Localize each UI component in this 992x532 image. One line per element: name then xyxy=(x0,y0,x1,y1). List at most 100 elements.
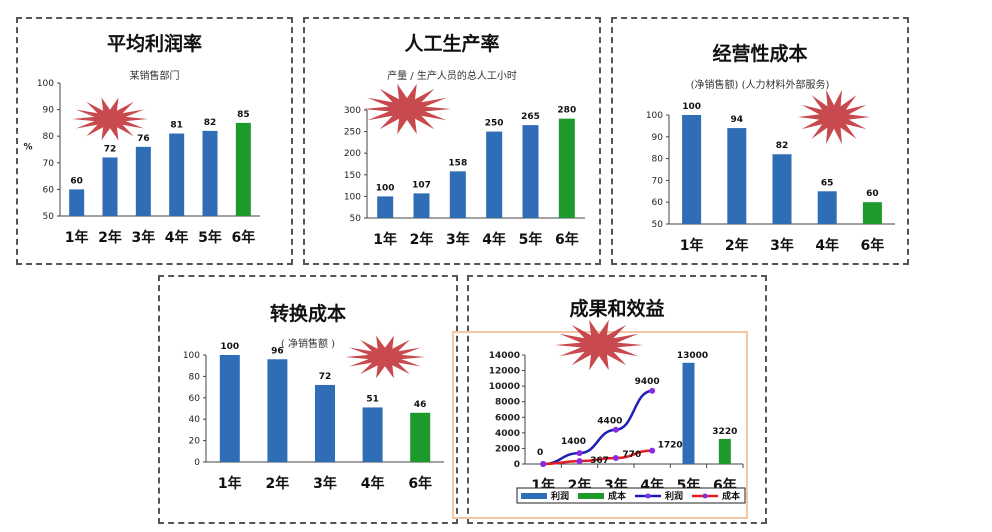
data-label: 60 xyxy=(866,189,879,199)
bar xyxy=(315,384,335,462)
bar xyxy=(202,130,218,216)
data-label: 107 xyxy=(412,180,431,190)
y-tick-label: 2000 xyxy=(495,444,520,454)
legend-swatch xyxy=(578,493,604,499)
x-tick-label: 1年 xyxy=(218,475,242,492)
line-point xyxy=(649,387,656,394)
bar xyxy=(718,438,731,464)
y-tick-label: 0 xyxy=(194,458,200,468)
data-label: 100 xyxy=(376,183,395,193)
x-tick-label: 5年 xyxy=(198,229,222,246)
y-tick-label: 6000 xyxy=(495,413,520,423)
data-label: 60 xyxy=(70,176,83,186)
chart-panel-conversion-cost: 转换成本 ( 净销售额 ) 0 20 40 60 80 100 100 1年 96 2年 72 3年 5… xyxy=(158,275,458,524)
bar xyxy=(135,146,151,216)
y-tick-label: 60 xyxy=(189,394,201,404)
x-tick-label: 4年 xyxy=(482,231,506,248)
bar xyxy=(102,157,118,216)
chart-subtitle: 产量 / 生产人员的总人工小时 xyxy=(387,71,517,82)
chart-title: 转换成本 xyxy=(269,303,346,325)
bar xyxy=(267,359,288,462)
data-label: 72 xyxy=(319,372,332,382)
legend-box xyxy=(516,487,746,504)
data-label: 770 xyxy=(622,450,641,460)
y-tick-label: 20 xyxy=(189,437,201,447)
y-tick-label: 0 xyxy=(514,460,520,470)
y-tick-label: 4000 xyxy=(495,429,520,439)
bar xyxy=(727,128,747,224)
y-tick-label: 60 xyxy=(652,198,664,208)
y-tick-label: 60 xyxy=(43,185,55,195)
bar xyxy=(377,196,394,218)
chart-panel-profit-margin: 平均利润率 某销售部门 50 60 70 80 90 100% 60 1年 72 2年 76 3年 81… xyxy=(16,17,293,265)
legend-marker xyxy=(645,493,651,499)
y-tick-label: 100 xyxy=(37,79,54,89)
x-tick-label: 1年 xyxy=(65,229,89,246)
bar xyxy=(817,191,837,224)
line-point xyxy=(612,426,619,433)
x-tick-label: 6年 xyxy=(231,229,255,246)
burst-star-decoration xyxy=(345,335,425,379)
bar xyxy=(362,407,383,462)
y-tick-label: 250 xyxy=(344,128,361,138)
y-tick-label: 100 xyxy=(646,111,663,121)
data-label: 46 xyxy=(414,400,427,410)
x-tick-label: 3年 xyxy=(446,231,470,248)
bar xyxy=(558,118,575,218)
data-label: 13000 xyxy=(677,351,708,361)
data-label: 0 xyxy=(537,448,543,458)
data-label: 265 xyxy=(521,112,540,122)
x-tick-label: 6年 xyxy=(861,237,885,254)
x-tick-label: 4年 xyxy=(815,237,839,254)
y-tick-label: 100 xyxy=(344,192,361,202)
legend-label: 利润 xyxy=(664,490,683,502)
y-tick-label: 14000 xyxy=(489,351,520,361)
bar xyxy=(449,171,466,218)
y-tick-label: 300 xyxy=(344,106,361,116)
bar xyxy=(69,189,85,216)
x-tick-label: 6年 xyxy=(555,231,579,248)
chart-title: 经营性成本 xyxy=(712,43,808,65)
line-point xyxy=(540,461,547,467)
burst-star-decoration xyxy=(363,83,451,135)
chart-title: 人工生产率 xyxy=(404,33,500,55)
y-tick-label: 200 xyxy=(344,149,361,159)
chart-panel-results-benefits: 成果和效益 0 2000 4000 6000 8000 10000 12000 14000 1年… xyxy=(452,275,767,524)
y-tick-label: 80 xyxy=(43,132,55,142)
data-label: 1400 xyxy=(561,437,586,447)
data-label: 51 xyxy=(366,394,379,404)
y-tick-label: 50 xyxy=(652,220,664,230)
bar-chart-profit-margin: 50 60 70 80 90 100% 60 1年 72 2年 76 3年 81 4年 82 5年 85 6年 xyxy=(23,79,260,246)
legend-marker xyxy=(702,493,708,499)
chart-panel-labor-productivity: 人工生产率 产量 / 生产人员的总人工小时 50 100 150 200 250 300 1… xyxy=(303,17,601,265)
data-label: 100 xyxy=(682,102,701,112)
x-tick-label: 5年 xyxy=(519,231,543,248)
line-point xyxy=(576,458,583,465)
bar xyxy=(682,362,695,464)
bar xyxy=(235,122,251,216)
line-point xyxy=(612,455,619,462)
x-tick-label: 1年 xyxy=(373,231,397,248)
data-label: 72 xyxy=(104,144,117,154)
bar xyxy=(486,131,503,218)
data-label: 76 xyxy=(137,134,150,144)
chart-title: 平均利润率 xyxy=(106,33,202,55)
burst-star-decoration xyxy=(555,319,643,371)
y-tick-label: 150 xyxy=(344,171,361,181)
series-line xyxy=(543,449,653,466)
x-tick-label: 3年 xyxy=(770,237,794,254)
bar xyxy=(682,115,702,224)
data-label: 367 xyxy=(590,456,609,466)
data-label: 81 xyxy=(170,121,183,131)
x-tick-label: 3年 xyxy=(131,229,155,246)
data-label: 4400 xyxy=(597,417,622,427)
x-tick-label: 2年 xyxy=(725,237,749,254)
bar-chart-conversion-cost: 0 20 40 60 80 100 100 1年 96 2年 72 3年 51 4年 46 6年 xyxy=(183,335,444,492)
chart-subtitle: (净销售额) (人力材料外部服务) xyxy=(690,80,830,91)
y-tick-label: 40 xyxy=(189,415,201,425)
x-tick-label: 4年 xyxy=(361,475,385,492)
data-label: 65 xyxy=(821,178,834,188)
y-tick-label: 90 xyxy=(652,133,664,143)
x-tick-label: 2年 xyxy=(410,231,434,248)
